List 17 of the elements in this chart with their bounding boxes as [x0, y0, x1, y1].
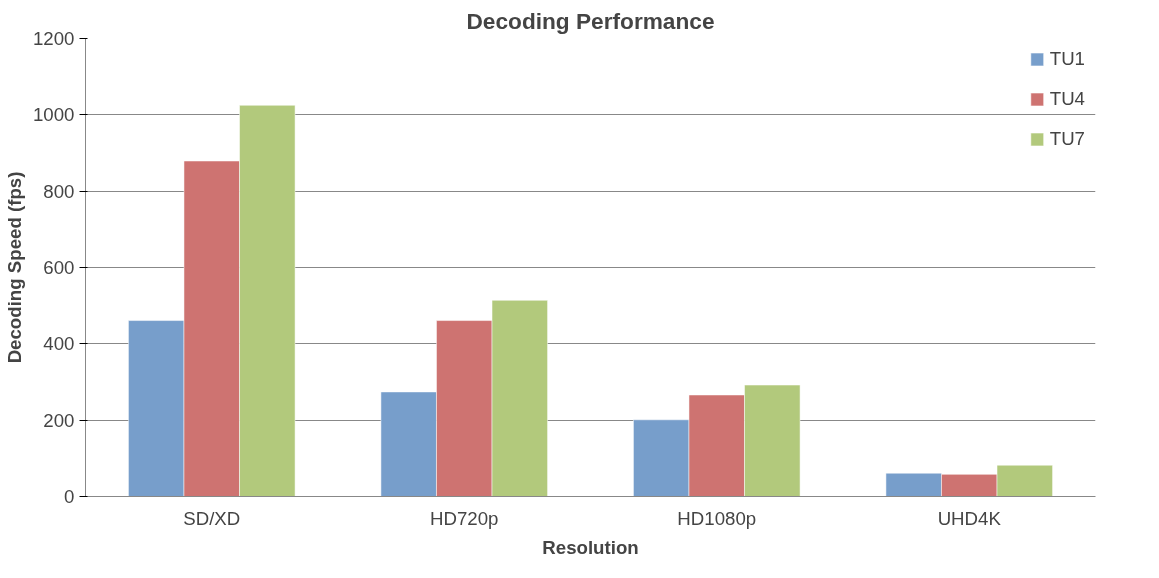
x-tick-label: HD720p	[430, 507, 499, 529]
legend-label: TU1	[1049, 48, 1085, 70]
y-tick-label: 600	[43, 257, 75, 278]
y-tick-label: 1200	[33, 28, 75, 49]
y-tick-label: 0	[64, 486, 75, 507]
x-tick-label: HD1080p	[677, 507, 757, 529]
y-tick-label: 1000	[33, 104, 75, 126]
legend-label: TU4	[1049, 88, 1085, 110]
x-tick-label: UHD4K	[937, 507, 1002, 529]
y-axis-title: Decoding Speed (fps)	[4, 171, 25, 364]
chart-title: Decoding Performance	[466, 7, 715, 34]
x-axis-title: Resolution	[542, 536, 639, 558]
y-tick-label: 400	[43, 333, 75, 355]
legend-label: TU7	[1049, 128, 1085, 150]
x-tick-label: SD/XD	[183, 507, 241, 529]
y-tick-label: 800	[43, 180, 75, 202]
y-tick-label: 200	[43, 409, 75, 431]
